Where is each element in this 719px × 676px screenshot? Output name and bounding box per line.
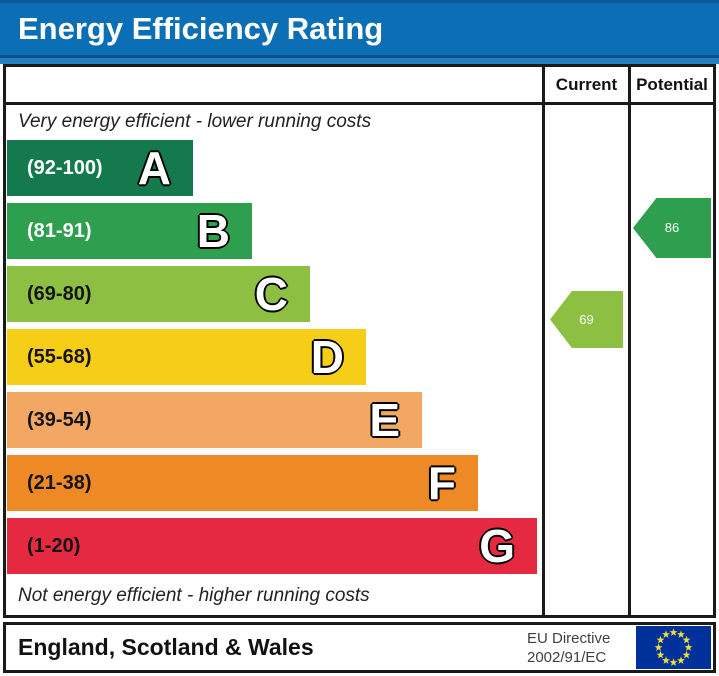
band-d-letter: D <box>310 331 344 383</box>
potential-rating-value: 86 <box>664 220 680 235</box>
title-bar: Energy Efficiency Rating <box>0 0 719 64</box>
rating-table: Current Potential Very energy efficient … <box>3 64 716 618</box>
eu-directive-text: EU Directive 2002/91/EC <box>527 629 610 667</box>
current-column-header: Current <box>555 75 618 94</box>
eu-flag <box>636 626 711 669</box>
footer-bar: England, Scotland & Wales EU Directive 2… <box>3 622 716 673</box>
band-a-range-label: (92-100) <box>27 157 103 179</box>
band-e-range-label: (39-54) <box>27 409 92 431</box>
band-f-range-label: (21-38) <box>27 472 92 494</box>
top-note: Very energy efficient - lower running co… <box>18 111 372 132</box>
potential-column-divider <box>628 67 631 615</box>
page-title: Energy Efficiency Rating <box>18 11 384 46</box>
band-g: (1-20) G <box>7 518 537 574</box>
band-c-letter: C <box>254 268 288 320</box>
band-b-letter: B <box>196 205 230 257</box>
eu-directive-line1: EU Directive <box>527 630 611 647</box>
band-d-range-label: (55-68) <box>27 346 92 368</box>
band-a-letter: A <box>137 142 171 194</box>
current-rating-arrow: 69 <box>550 291 623 348</box>
title-bar-strip <box>0 58 719 64</box>
eu-star-icon <box>654 628 693 666</box>
eu-directive-line2: 2002/91/EC <box>527 649 607 666</box>
band-d: (55-68) D <box>7 329 366 385</box>
band-g-range-label: (1-20) <box>27 535 81 557</box>
band-c-range-label: (69-80) <box>27 283 92 305</box>
header-row-divider <box>6 102 713 105</box>
band-e-letter: E <box>369 394 400 446</box>
region-label: England, Scotland & Wales <box>18 634 314 660</box>
current-column-divider <box>542 67 545 615</box>
band-f-letter: F <box>427 457 456 509</box>
band-g-letter: G <box>479 520 515 572</box>
band-b: (81-91) B <box>7 203 252 259</box>
band-e: (39-54) E <box>7 392 422 448</box>
band-c: (69-80) C <box>7 266 310 322</box>
band-a: (92-100) A <box>7 140 193 196</box>
band-f: (21-38) F <box>7 455 478 511</box>
eu-flag-stars <box>654 628 693 666</box>
potential-column-header: Potential <box>636 75 708 94</box>
bottom-note: Not energy efficient - higher running co… <box>18 585 370 606</box>
title-bar-edge <box>0 55 719 58</box>
current-rating-value: 69 <box>579 312 594 327</box>
potential-rating-arrow: 86 <box>633 198 711 258</box>
band-b-range-label: (81-91) <box>27 220 92 242</box>
